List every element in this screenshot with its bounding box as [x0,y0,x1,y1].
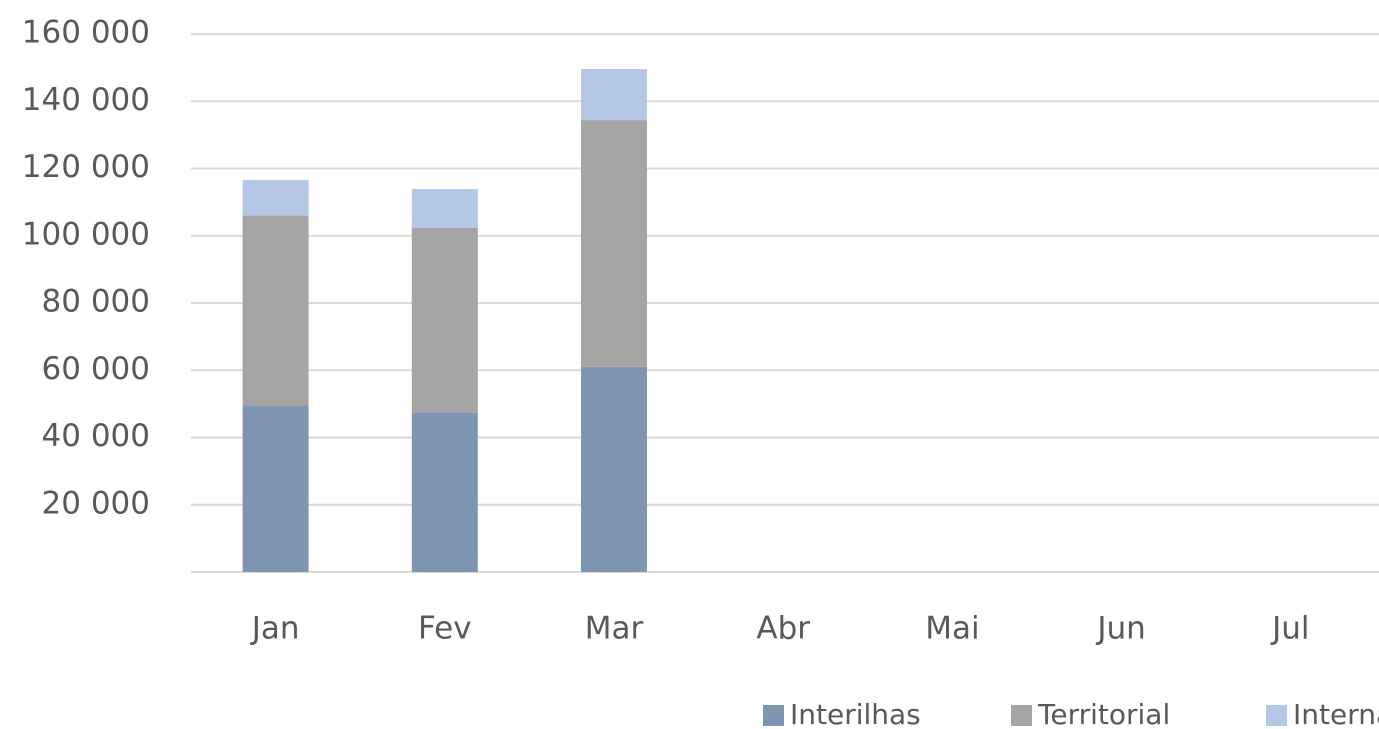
y-tick-label: 80 000 [42,284,150,320]
bar-segment [411,189,478,229]
bar-segment [242,215,309,406]
y-tick-label: 120 000 [22,149,150,185]
y-tick-label: 140 000 [22,82,150,118]
legend-label: Interilhas [790,698,921,729]
legend-swatch [763,705,784,726]
x-tick-label: Fev [418,611,472,647]
bar-segment [581,366,647,572]
y-tick-label: 160 000 [22,15,150,51]
y-tick-label: 20 000 [42,485,150,521]
x-tick-label: Jan [250,611,300,647]
x-tick-label: Abr [756,611,810,647]
bar-segment [242,405,309,572]
y-tick-label: 40 000 [42,418,150,454]
x-tick-label: Mai [925,611,979,647]
x-tick-label: Jun [1095,611,1145,647]
bar-segment [411,228,478,413]
legend-label: Internacional [1293,698,1379,729]
bar-segment [242,179,309,216]
bar-segment [581,120,647,367]
y-tick-label: 100 000 [22,216,150,252]
legend-label: Territorial [1037,698,1170,729]
y-tick-label: 60 000 [42,351,150,387]
legend-swatch [1266,705,1287,726]
bar-segment [411,412,478,572]
x-tick-label: Mar [585,611,644,647]
legend-swatch [1011,705,1032,726]
x-tick-label: Jul [1270,611,1309,647]
bar-segment [581,68,647,121]
